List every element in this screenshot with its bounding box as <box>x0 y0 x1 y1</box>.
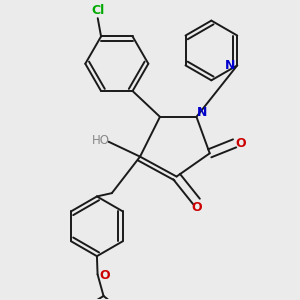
Text: HO: HO <box>92 134 110 146</box>
Text: O: O <box>235 137 246 150</box>
Text: N: N <box>197 106 208 119</box>
Text: N: N <box>225 59 235 72</box>
Text: O: O <box>191 201 202 214</box>
Text: O: O <box>99 268 110 282</box>
Text: Cl: Cl <box>91 4 104 17</box>
